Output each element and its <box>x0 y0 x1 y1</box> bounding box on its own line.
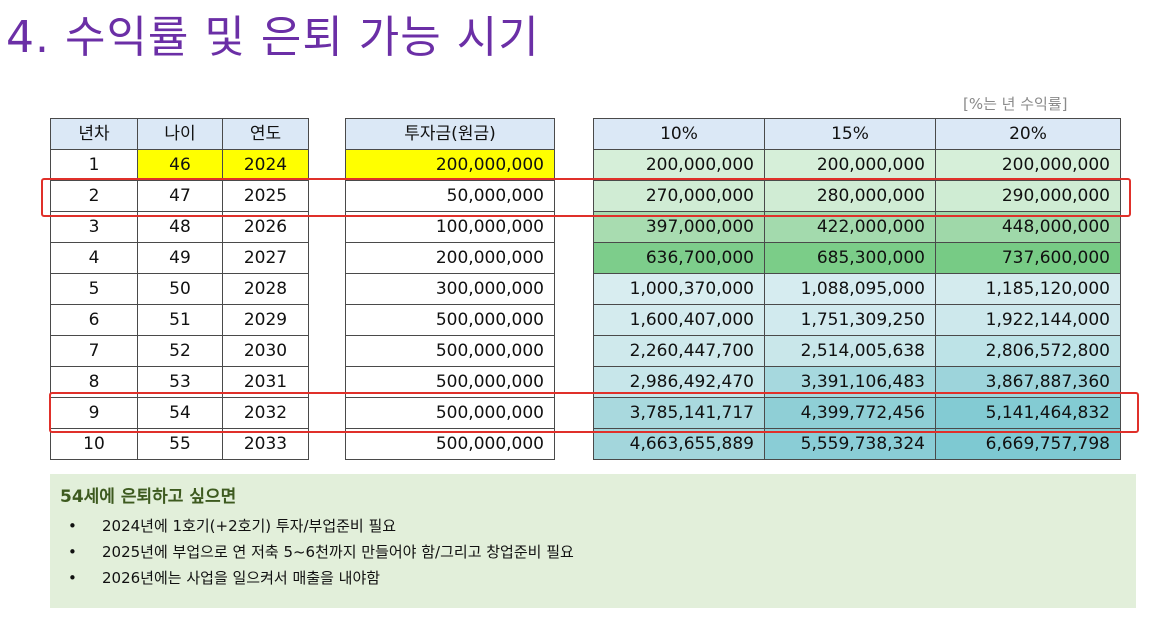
return-cell-r15: 685,300,000 <box>764 242 936 274</box>
age-cell: 50 <box>137 273 223 305</box>
year-cell: 2030 <box>222 335 309 367</box>
age-cell: 51 <box>137 304 223 336</box>
return-cell-r10: 200,000,000 <box>593 149 765 181</box>
return-cell-r10: 3,785,141,717 <box>593 397 765 429</box>
table-row: 7 52 2030 <box>50 335 309 367</box>
table-row: 200,000,000 <box>345 242 555 274</box>
panel-title: 54세에 은퇴하고 싶으면 <box>60 487 237 507</box>
age-cell: 49 <box>137 242 223 274</box>
return-cell-r20: 290,000,000 <box>935 180 1121 212</box>
year-no-cell: 4 <box>50 242 138 274</box>
bullet-icon: • <box>68 543 77 561</box>
header-rate-20: 20% <box>935 118 1121 150</box>
year-cell: 2033 <box>222 428 309 460</box>
age-cell: 55 <box>137 428 223 460</box>
return-cell-r15: 2,514,005,638 <box>764 335 936 367</box>
plan-item: • 2026년에는 사업을 일으켜서 매출을 내야함 <box>60 565 1126 591</box>
age-cell: 47 <box>137 180 223 212</box>
plan-item: • 2024년에 1호기(+2호기) 투자/부업준비 필요 <box>60 513 1126 539</box>
table-row: 200,000,000 200,000,000 200,000,000 <box>593 149 1121 181</box>
table-row: 6 51 2029 <box>50 304 309 336</box>
rate-note: [%는 년 수익률] <box>963 95 1068 113</box>
table-row: 500,000,000 <box>345 304 555 336</box>
investment-cell: 500,000,000 <box>345 397 555 429</box>
age-cell: 52 <box>137 335 223 367</box>
investment-table: 투자금(원금) 200,000,000 50,000,000 100,000,000… <box>345 118 555 460</box>
age-cell: 46 <box>137 149 223 181</box>
return-cell-r20: 5,141,464,832 <box>935 397 1121 429</box>
investment-cell: 500,000,000 <box>345 428 555 460</box>
table-row: 636,700,000 685,300,000 737,600,000 <box>593 242 1121 274</box>
retirement-plan-panel: 54세에 은퇴하고 싶으면 • 2024년에 1호기(+2호기) 투자/부업준비 … <box>50 474 1136 608</box>
investment-cell: 300,000,000 <box>345 273 555 305</box>
year-cell: 2028 <box>222 273 309 305</box>
header-rate-15: 15% <box>764 118 936 150</box>
return-cell-r10: 270,000,000 <box>593 180 765 212</box>
return-cell-r10: 1,000,370,000 <box>593 273 765 305</box>
table-row: 5 50 2028 <box>50 273 309 305</box>
header-year-no: 년차 <box>50 118 138 150</box>
table-row: 2,260,447,700 2,514,005,638 2,806,572,800 <box>593 335 1121 367</box>
year-no-cell: 7 <box>50 335 138 367</box>
returns-table: 10% 15% 20% 200,000,000 200,000,000 200,00… <box>593 118 1121 460</box>
investment-cell: 500,000,000 <box>345 335 555 367</box>
year-cell: 2024 <box>222 149 309 181</box>
header-year: 연도 <box>222 118 309 150</box>
year-cell: 2027 <box>222 242 309 274</box>
return-cell-r20: 737,600,000 <box>935 242 1121 274</box>
plan-item-text: 2026년에는 사업을 일으켜서 매출을 내야함 <box>102 569 381 587</box>
return-cell-r20: 200,000,000 <box>935 149 1121 181</box>
highlight-row-2 <box>41 178 1131 217</box>
return-cell-r15: 4,399,772,456 <box>764 397 936 429</box>
return-cell-r15: 1,751,309,250 <box>764 304 936 336</box>
return-cell-r20: 1,185,120,000 <box>935 273 1121 305</box>
return-cell-r10: 4,663,655,889 <box>593 428 765 460</box>
table-row: 300,000,000 <box>345 273 555 305</box>
investment-cell: 200,000,000 <box>345 149 555 181</box>
header-investment: 투자금(원금) <box>345 118 555 150</box>
table-row: 500,000,000 <box>345 335 555 367</box>
year-no-cell: 6 <box>50 304 138 336</box>
header-rate-10: 10% <box>593 118 765 150</box>
table-row: 4 49 2027 <box>50 242 309 274</box>
table-row: 270,000,000 280,000,000 290,000,000 <box>593 180 1121 212</box>
table-row: 10 55 2033 <box>50 428 309 460</box>
highlight-row-9 <box>49 392 1139 433</box>
return-cell-r15: 1,088,095,000 <box>764 273 936 305</box>
page-title: 4. 수익률 및 은퇴 가능 시기 <box>6 12 540 63</box>
header-age: 나이 <box>137 118 223 150</box>
plan-list: • 2024년에 1호기(+2호기) 투자/부업준비 필요 • 2025년에 부업으로… <box>60 513 1126 591</box>
return-cell-r20: 6,669,757,798 <box>935 428 1121 460</box>
table-row: 4,663,655,889 5,559,738,324 6,669,757,798 <box>593 428 1121 460</box>
return-cell-r15: 280,000,000 <box>764 180 936 212</box>
table-row: 1,000,370,000 1,088,095,000 1,185,120,000 <box>593 273 1121 305</box>
table-row: 200,000,000 <box>345 149 555 181</box>
year-no-cell: 1 <box>50 149 138 181</box>
year-cell: 2029 <box>222 304 309 336</box>
investment-cell: 200,000,000 <box>345 242 555 274</box>
return-cell-r10: 2,260,447,700 <box>593 335 765 367</box>
year-no-cell: 9 <box>50 397 138 429</box>
bullet-icon: • <box>68 517 77 535</box>
return-cell-r10: 636,700,000 <box>593 242 765 274</box>
return-cell-r10: 1,600,407,000 <box>593 304 765 336</box>
table-row: 3,785,141,717 4,399,772,456 5,141,464,832 <box>593 397 1121 429</box>
bullet-icon: • <box>68 569 77 587</box>
return-cell-r15: 5,559,738,324 <box>764 428 936 460</box>
age-cell: 54 <box>137 397 223 429</box>
return-cell-r20: 1,922,144,000 <box>935 304 1121 336</box>
table-row: 1,600,407,000 1,751,309,250 1,922,144,000 <box>593 304 1121 336</box>
return-cell-r15: 200,000,000 <box>764 149 936 181</box>
year-no-cell: 5 <box>50 273 138 305</box>
plan-item-text: 2024년에 1호기(+2호기) 투자/부업준비 필요 <box>102 517 397 535</box>
plan-item: • 2025년에 부업으로 연 저축 5~6천까지 만들어야 함/그리고 창업준비… <box>60 539 1126 565</box>
investment-cell: 500,000,000 <box>345 304 555 336</box>
table-row: 1 46 2024 <box>50 149 309 181</box>
return-cell-r20: 2,806,572,800 <box>935 335 1121 367</box>
table-row: 500,000,000 <box>345 428 555 460</box>
plan-item-text: 2025년에 부업으로 연 저축 5~6천까지 만들어야 함/그리고 창업준비 … <box>102 543 574 561</box>
year-no-cell: 10 <box>50 428 138 460</box>
table-row: 500,000,000 <box>345 397 555 429</box>
